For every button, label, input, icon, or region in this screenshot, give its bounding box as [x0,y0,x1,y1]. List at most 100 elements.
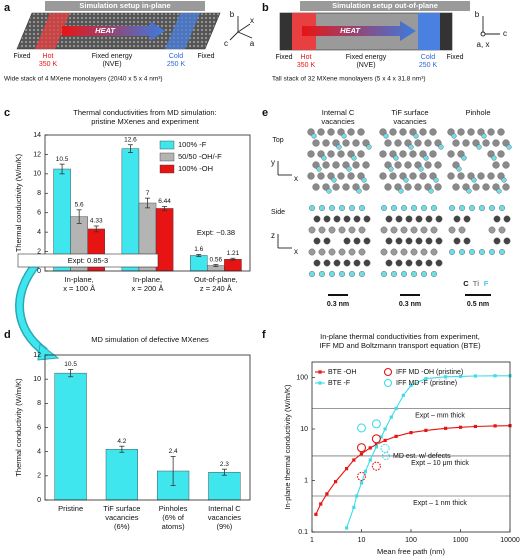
y-tick-label: 6 [37,424,41,431]
atom [482,183,490,191]
atom [425,215,433,223]
atom [352,183,360,191]
y-tick-label: 0 [37,497,41,504]
y-tick-label: 1 [304,477,308,484]
legend-marker [383,367,393,377]
atom [363,259,371,267]
x-tick-label: 10 [358,537,366,544]
atom [394,139,402,147]
atom [323,259,331,267]
atom [449,204,456,211]
link-arrow [16,260,47,355]
atom [459,248,466,255]
bar [54,372,87,501]
atom [362,161,370,169]
atom [434,183,442,191]
point [371,419,381,429]
bar [155,208,174,272]
point [368,458,372,462]
panel-b-schematic [279,1,500,51]
column-header: TiF surface vacancies [391,108,428,126]
y-tick-label: 14 [33,132,41,139]
chart-title: In-plane thermal conductivities from exp… [319,332,481,350]
point [394,434,398,438]
atom [348,226,356,234]
title-bar [300,1,470,11]
atom [394,183,402,191]
atom [390,226,398,234]
atom [394,161,402,169]
atom [404,139,412,147]
atom [499,204,506,211]
atom [467,172,475,180]
atom [482,139,490,147]
point [359,452,364,456]
atom [384,139,392,147]
annotation-box [17,253,159,268]
point [356,443,367,453]
region-label: Cold [169,53,184,60]
atom [497,172,505,180]
atom [503,237,511,245]
atom [447,128,455,136]
atom [395,259,403,267]
atom [435,237,443,245]
atom [312,161,320,169]
atom [356,188,362,194]
atom [328,226,336,234]
atom [342,183,350,191]
scale-label: 0.3 nm [399,301,421,308]
atom [492,183,500,191]
atom [319,204,326,211]
value-label: 2.4 [169,448,178,455]
atom [395,237,403,245]
axis-glyph-label: c [503,29,507,38]
point [319,502,323,506]
atom [498,226,506,234]
axis-glyph-label: a [250,39,255,48]
atom [502,139,510,147]
atom [414,183,422,191]
atom [403,177,409,183]
region-label: Fixed energy (NVE) [346,54,387,69]
atom [338,248,346,256]
atom [328,248,336,256]
value-label: 6.44 [158,198,171,205]
heat-label: HEAT [340,26,361,35]
atom [380,248,388,256]
atom [323,215,331,223]
bar [121,148,140,272]
atom [362,183,370,191]
atom [319,271,326,278]
atom [462,183,470,191]
atom [405,259,413,267]
x-tick-label: Pristine [58,504,83,513]
chart-title: Thermal conductivities from MD simulatio… [73,108,216,126]
atom [410,226,418,234]
atom [388,166,394,172]
point [443,375,448,379]
atom [311,133,317,139]
atom [338,226,346,234]
atom [457,128,465,136]
atom [384,161,392,169]
atom [408,144,414,150]
atom [318,226,326,234]
atom [487,172,495,180]
point [359,481,364,485]
legend-marker [381,451,391,461]
point [383,438,387,443]
atom [326,188,332,194]
atom [467,128,475,136]
caption: Tall stack of 32 MXene monolayers (5 x 4… [272,76,426,83]
atom [411,204,418,211]
legend-swatch [159,164,175,174]
region-label: Fixed energy (NVE) [92,53,133,68]
value-label: 1.6 [194,246,203,253]
atom [401,204,408,211]
point [352,458,356,462]
series-line [315,425,511,515]
x-tick-label: TiF surface vacancies (6%) [103,504,140,531]
